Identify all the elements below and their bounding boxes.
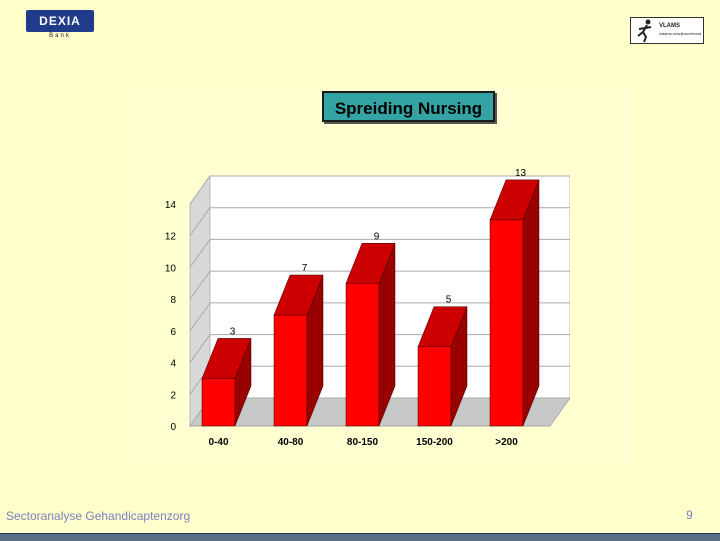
y-tick-label: 10	[165, 263, 177, 274]
gridline-side	[189, 302, 211, 332]
chart-title: Spreiding Nursing	[322, 91, 495, 122]
bar-150-200-front	[417, 346, 452, 427]
x-tick-label: 150-200	[416, 437, 453, 448]
dexia-logo: DEXIA Bank	[26, 10, 94, 43]
y-tick-label: 6	[170, 327, 176, 338]
x-tick-label: >200	[495, 437, 518, 448]
y-tick-label: 4	[170, 359, 176, 370]
data-label: 5	[446, 295, 452, 306]
y-tick-label: 0	[170, 422, 176, 433]
bar-40-80-front	[273, 314, 308, 427]
vlams-logo: VLAMS vlaams welzijnsverbond	[630, 17, 704, 44]
y-tick-label: 12	[165, 232, 177, 243]
y-tick-label: 2	[170, 390, 176, 401]
bar-chart: 0 2 4 6 8 10 12 14 3 0-40 7 40-80 9 80-150 5 150-200 13 >…	[165, 168, 570, 448]
bar->200-side	[522, 179, 540, 427]
vlams-logo-text: VLAMS	[659, 23, 680, 29]
bottom-bar	[0, 533, 720, 541]
footer-text: Sectoranalyse Gehandicaptenzorg	[6, 509, 191, 523]
data-label: 7	[302, 263, 308, 274]
bar-80-150-front	[345, 283, 380, 427]
page-number: 9	[686, 508, 693, 522]
bar-0-40-front	[201, 378, 236, 427]
runner-icon	[637, 19, 652, 43]
bar-0-40-top	[201, 338, 252, 379]
vlams-logo-subtext: vlaams welzijnsverbond	[659, 31, 702, 36]
gridline-side	[189, 175, 211, 205]
bar->200-top	[489, 179, 540, 221]
x-tick-label: 40-80	[278, 437, 304, 448]
data-label: 13	[515, 168, 527, 179]
y-tick-label: 8	[170, 295, 176, 306]
dexia-logo-subtext: Bank	[49, 33, 71, 39]
data-label: 3	[230, 326, 236, 337]
y-tick-label: 14	[165, 200, 177, 211]
gridline-side	[189, 207, 211, 237]
gridline-side	[189, 334, 211, 363]
bar-40-80-top	[273, 274, 324, 316]
gridline-side	[189, 270, 211, 300]
bar-80-150-top	[345, 243, 396, 284]
x-tick-label: 0-40	[208, 437, 228, 448]
bar->200-front	[489, 219, 524, 427]
data-label: 9	[374, 231, 380, 242]
bar-150-200-top	[417, 306, 468, 347]
gridline-side	[189, 239, 211, 268]
dexia-logo-text: DEXIA	[26, 10, 94, 32]
x-tick-label: 80-150	[347, 437, 379, 448]
